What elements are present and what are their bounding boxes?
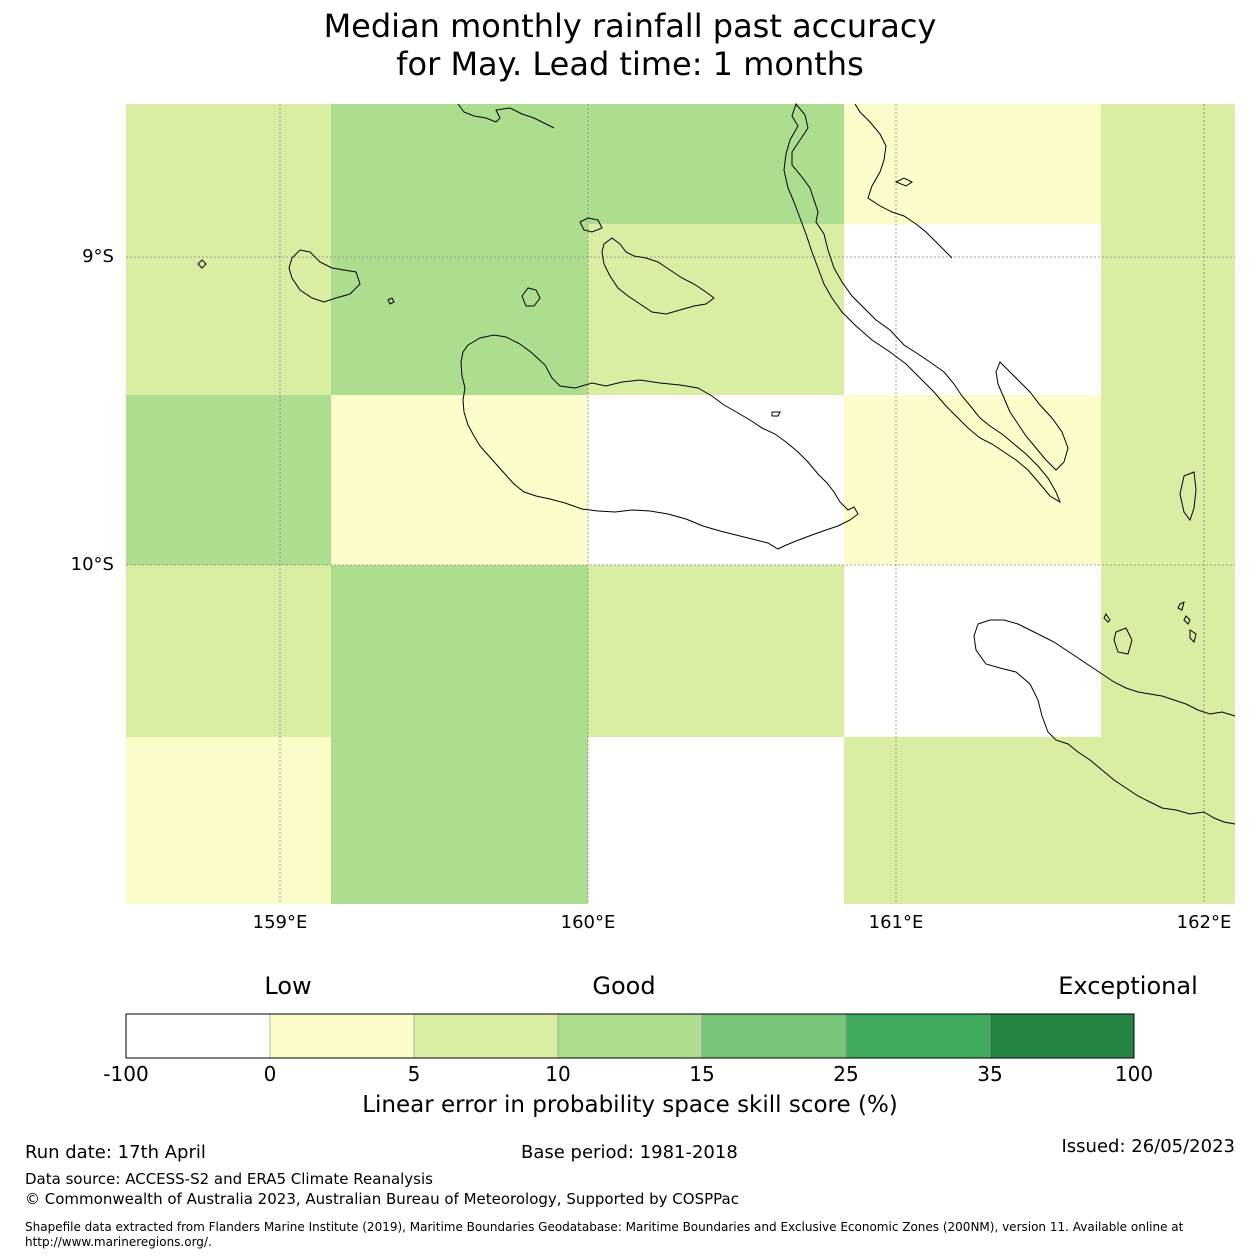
coastlines <box>197 102 1236 825</box>
colorbar-tick: 35 <box>977 1062 1003 1086</box>
skill-grid-cell <box>331 224 588 395</box>
shapefile-credit: Shapefile data extracted from Flanders M… <box>25 1220 1184 1249</box>
skill-grid-cell <box>1101 737 1235 904</box>
russell-islands-coastline <box>288 249 361 303</box>
ulawa-coastline <box>1113 627 1133 655</box>
map-title-line-2: for May. Lead time: 1 months <box>396 45 864 83</box>
nggela-islet-coastline <box>579 217 603 233</box>
skill-grid <box>126 104 1235 904</box>
colorbar-segment <box>413 1013 559 1059</box>
colorbar-segment <box>989 1013 1135 1059</box>
isabel-tip-coastline <box>854 103 953 259</box>
skill-grid-cell <box>331 565 588 737</box>
islet-1 <box>1177 601 1185 611</box>
lat-label-10s: 10°S <box>70 554 114 575</box>
colorbar-tick: 5 <box>407 1062 421 1086</box>
colorbar-tick: 0 <box>263 1062 277 1086</box>
guadalcanal-coastline <box>460 334 859 550</box>
lon-label-160e: 160°E <box>560 912 616 933</box>
east-islet-coastline <box>1179 471 1197 522</box>
colorbar-tick: 15 <box>689 1062 715 1086</box>
colorbar-segment <box>701 1013 847 1059</box>
skill-grid-cell <box>844 395 1101 565</box>
skill-grid-cell <box>1101 395 1235 565</box>
skill-grid-cell <box>588 565 844 737</box>
skill-grid-cell <box>126 104 331 224</box>
savo-island-coastline <box>521 287 541 307</box>
colorbar-tick: 25 <box>833 1062 859 1086</box>
malaita-coastline <box>783 102 1062 504</box>
lon-label-161e: 161°E <box>868 912 924 933</box>
makira-coastline <box>977 619 1236 717</box>
colorbar-label: Linear error in probability space skill … <box>362 1092 898 1118</box>
colorbar-category-good: Good <box>592 972 656 1000</box>
lon-label-162e: 162°E <box>1176 912 1232 933</box>
islet-5 <box>387 297 395 305</box>
issued-date: Issued: 26/05/2023 <box>1061 1136 1235 1157</box>
skill-grid-cell <box>844 224 1101 395</box>
graticule <box>126 104 1235 904</box>
base-period: Base period: 1981-2018 <box>521 1142 738 1163</box>
lon-label-159e: 159°E <box>252 912 308 933</box>
data-source: Data source: ACCESS-S2 and ERA5 Climate … <box>25 1170 433 1188</box>
run-date: Run date: 17th April <box>25 1142 206 1163</box>
colorbar-border <box>125 1013 1135 1059</box>
skill-grid-cell <box>588 104 844 224</box>
colorbar <box>125 1013 1135 1059</box>
skill-grid-cell <box>844 565 1101 737</box>
skill-grid-cell <box>331 395 588 565</box>
colorbar-segment <box>557 1013 703 1059</box>
lat-label-9s: 9°S <box>82 246 114 267</box>
islet-3 <box>1183 615 1191 625</box>
skill-grid-cell <box>1101 565 1235 737</box>
skill-grid-cell <box>588 395 844 565</box>
copyright: © Commonwealth of Australia 2023, Austra… <box>25 1190 739 1208</box>
skill-grid-cell <box>844 104 1101 224</box>
new-georgia-fragment-coastline <box>457 103 555 129</box>
skill-grid-cell <box>126 737 331 904</box>
map-title-line-1: Median monthly rainfall past accuracy <box>323 7 937 45</box>
uki-islet-coastline <box>1103 613 1111 623</box>
skill-grid-cell <box>588 224 844 395</box>
skill-grid-cell <box>1101 104 1235 224</box>
islet-4 <box>771 411 781 417</box>
florida-islands-coastline <box>601 237 715 315</box>
makira-south-coastline <box>973 623 1236 825</box>
colorbar-segment <box>125 1013 271 1059</box>
colorbar-tick: -100 <box>103 1062 149 1086</box>
colorbar-category-exceptional: Exceptional <box>1058 972 1198 1000</box>
skill-grid-cell <box>331 737 588 904</box>
skill-grid-cell <box>126 395 331 565</box>
skill-grid-cell <box>844 737 1101 904</box>
skill-grid-cell <box>331 104 588 224</box>
skill-grid-cell <box>1101 224 1235 395</box>
colorbar-tick: 100 <box>1114 1062 1154 1086</box>
western-islet-coastline <box>197 259 207 269</box>
islet-2 <box>1189 629 1197 643</box>
colorbar-segment <box>845 1013 991 1059</box>
small-malaita-coastline <box>995 361 1069 471</box>
colorbar-tick: 10 <box>545 1062 571 1086</box>
colorbar-category-low: Low <box>264 972 312 1000</box>
skill-grid-cell <box>588 737 844 904</box>
skill-grid-cell <box>126 565 331 737</box>
colorbar-segment <box>269 1013 415 1059</box>
islet-6 <box>894 177 913 187</box>
